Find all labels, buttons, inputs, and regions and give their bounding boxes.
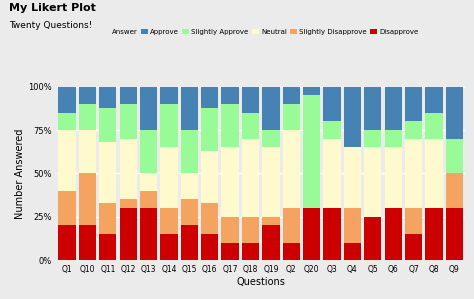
- Bar: [405, 208, 422, 234]
- Bar: [119, 104, 137, 139]
- Bar: [384, 130, 402, 147]
- Bar: [446, 208, 463, 260]
- Bar: [201, 203, 219, 234]
- Bar: [58, 225, 76, 260]
- Bar: [344, 208, 361, 243]
- Bar: [242, 113, 259, 139]
- Bar: [405, 121, 422, 139]
- Bar: [181, 199, 198, 225]
- Bar: [119, 208, 137, 260]
- Bar: [384, 208, 402, 260]
- Bar: [140, 87, 157, 130]
- Bar: [119, 139, 137, 199]
- Bar: [344, 87, 361, 147]
- Bar: [323, 121, 341, 139]
- Bar: [181, 130, 198, 173]
- Bar: [323, 87, 341, 121]
- Bar: [201, 151, 219, 203]
- Bar: [181, 225, 198, 260]
- Bar: [384, 147, 402, 208]
- Legend: Answer, Approve, Slightly Approve, Neutral, Slightly Disapprove, Disapprove: Answer, Approve, Slightly Approve, Neutr…: [103, 29, 419, 35]
- Text: My Likert Plot: My Likert Plot: [9, 3, 96, 13]
- Bar: [323, 139, 341, 208]
- Bar: [262, 87, 280, 130]
- Bar: [79, 87, 96, 104]
- Y-axis label: Number Answered: Number Answered: [16, 128, 26, 219]
- Bar: [405, 139, 422, 208]
- Bar: [99, 203, 117, 234]
- Bar: [283, 87, 300, 104]
- Bar: [364, 147, 382, 217]
- Bar: [283, 208, 300, 243]
- Bar: [140, 208, 157, 260]
- Bar: [99, 142, 117, 203]
- Bar: [405, 234, 422, 260]
- Bar: [446, 173, 463, 208]
- Bar: [79, 225, 96, 260]
- Bar: [99, 87, 117, 108]
- Bar: [303, 95, 320, 208]
- Bar: [323, 208, 341, 260]
- Bar: [119, 199, 137, 208]
- X-axis label: Questions: Questions: [236, 277, 285, 287]
- Bar: [221, 104, 239, 147]
- Bar: [79, 130, 96, 173]
- Bar: [283, 243, 300, 260]
- Bar: [364, 217, 382, 260]
- Bar: [160, 147, 178, 208]
- Bar: [181, 173, 198, 199]
- Bar: [344, 243, 361, 260]
- Bar: [283, 130, 300, 208]
- Bar: [160, 208, 178, 234]
- Bar: [201, 87, 219, 108]
- Bar: [262, 217, 280, 225]
- Bar: [425, 113, 443, 139]
- Bar: [201, 108, 219, 151]
- Bar: [344, 147, 361, 208]
- Bar: [242, 217, 259, 243]
- Bar: [99, 234, 117, 260]
- Bar: [160, 87, 178, 104]
- Bar: [58, 113, 76, 130]
- Bar: [79, 173, 96, 225]
- Bar: [425, 87, 443, 113]
- Bar: [221, 147, 239, 217]
- Bar: [221, 217, 239, 243]
- Bar: [140, 191, 157, 208]
- Bar: [79, 104, 96, 130]
- Bar: [364, 87, 382, 130]
- Bar: [446, 87, 463, 139]
- Bar: [140, 173, 157, 191]
- Bar: [58, 191, 76, 225]
- Bar: [99, 108, 117, 142]
- Bar: [384, 87, 402, 130]
- Bar: [221, 243, 239, 260]
- Bar: [160, 104, 178, 147]
- Text: Twenty Questions!: Twenty Questions!: [9, 21, 93, 30]
- Bar: [262, 130, 280, 147]
- Bar: [425, 208, 443, 260]
- Bar: [262, 147, 280, 217]
- Bar: [425, 139, 443, 208]
- Bar: [221, 87, 239, 104]
- Bar: [201, 234, 219, 260]
- Bar: [242, 243, 259, 260]
- Bar: [58, 87, 76, 113]
- Bar: [262, 225, 280, 260]
- Bar: [58, 130, 76, 191]
- Bar: [446, 139, 463, 173]
- Bar: [303, 208, 320, 260]
- Bar: [119, 87, 137, 104]
- Bar: [242, 87, 259, 113]
- Bar: [405, 87, 422, 121]
- Bar: [283, 104, 300, 130]
- Bar: [364, 130, 382, 147]
- Bar: [140, 130, 157, 173]
- Bar: [181, 87, 198, 130]
- Bar: [242, 139, 259, 217]
- Bar: [303, 87, 320, 95]
- Bar: [160, 234, 178, 260]
